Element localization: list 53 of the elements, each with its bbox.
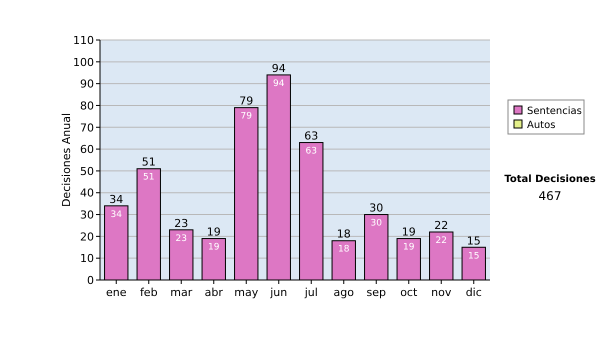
y-tick-label: 0 [87,274,94,287]
data-label: 18 [338,244,350,255]
total-label: 34 [109,192,124,206]
text: 467 [538,189,562,203]
data-label: 94 [273,78,285,89]
data-label: 15 [468,251,480,262]
total-label: 63 [304,130,318,143]
total-label: 30 [369,202,384,215]
total-label: 79 [239,94,254,108]
total-label: 19 [206,226,221,239]
y-tick-label: 20 [80,230,94,244]
x-tick-label: feb [140,286,158,299]
total-label: 94 [272,62,286,75]
y-tick-label: 50 [80,164,94,178]
x-tick-label: oct [400,286,418,299]
data-label: 63 [306,146,317,157]
text: Total Decisiones [504,174,596,185]
y-tick-label: 30 [80,208,94,222]
y-tick-label: 70 [80,121,94,134]
total-label: 22 [434,219,448,232]
x-tick-label: mar [170,286,193,299]
x-tick-label: ene [106,286,127,299]
data-label: 19 [403,242,415,253]
x-tick-label: abr [204,286,224,299]
y-tick-label: 100 [73,56,94,69]
y-tick-label: 60 [80,143,94,156]
total-label: 23 [174,216,188,230]
x-tick-label: sep [366,286,386,299]
data-label: 34 [110,210,122,220]
total-label: 18 [336,228,351,241]
total-label: 15 [466,234,481,248]
x-tick-label: ago [334,286,354,299]
y-tick-label: 10 [80,252,94,266]
legend-label: Sentencias [527,106,582,117]
y-tick-label: 90 [80,78,94,91]
total-label: 51 [142,156,156,169]
x-tick-label: dic [466,286,482,299]
y-tick-label: 40 [80,186,94,200]
x-tick-label: jul [304,286,318,299]
y-tick-label: 110 [73,34,94,47]
data-label: 30 [370,218,382,229]
y-tick-label: 80 [80,99,94,112]
x-tick-label: nov [431,286,452,299]
y-axis-title: Decisiones Anual [60,112,73,208]
legend-label: Autos [527,120,556,131]
data-label: 22 [436,236,447,246]
data-label: 19 [208,242,220,253]
data-label: 51 [143,172,154,183]
x-tick-label: may [234,286,259,299]
data-label: 23 [176,234,187,244]
total-label: 19 [402,226,416,239]
x-tick-label: jun [269,286,288,299]
data-label: 79 [240,112,252,122]
